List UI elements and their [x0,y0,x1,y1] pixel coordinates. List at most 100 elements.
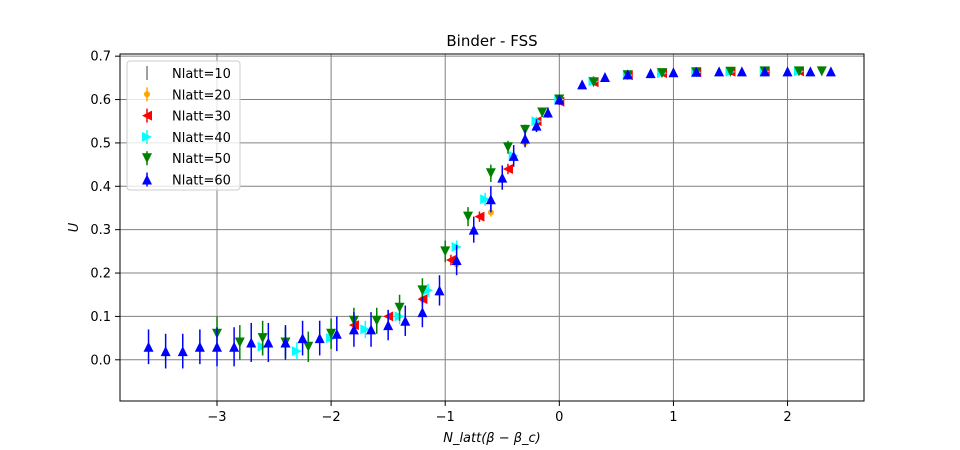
data-point [485,168,496,179]
data-point [451,255,462,266]
legend-item: Nlatt=10 [146,66,231,82]
data-point [599,71,610,82]
legend: Nlatt=10 Nlatt=20 Nlatt=30 Nlatt=40 Nlatt=50… [126,60,241,191]
data-point [434,285,445,296]
data-point [297,333,308,344]
legend-item: Nlatt=40 [142,129,231,146]
data-point [326,328,337,339]
legend-marker [142,174,152,185]
legend-item: Nlatt=50 [142,151,231,167]
data-point [622,69,633,80]
data-point [143,341,154,352]
data-point [577,79,588,90]
y-axis-label: U [67,222,82,232]
x-tick-label: 2 [783,410,791,425]
data-point [497,172,508,183]
legend-item: Nlatt=60 [142,172,231,189]
chart-title: Binder - FSS [446,32,537,50]
data-point [303,341,314,352]
series-nlatt-60 [143,66,836,369]
data-point [371,315,382,326]
data-point [383,320,394,331]
data-point [657,68,668,79]
legend-label: Nlatt=20 [172,88,231,103]
data-point [177,346,188,357]
legend-label: Nlatt=30 [172,110,231,125]
legend-box [126,60,241,191]
data-point [485,194,496,205]
data-point [291,346,302,357]
data-point [480,194,491,205]
data-point [394,302,405,313]
legend-label: Nlatt=60 [172,174,231,189]
y-tick-label: 0.1 [90,310,111,325]
x-tick-label: −3 [207,410,226,425]
plot-frame [119,53,865,402]
data-point [502,163,513,174]
x-tick-label: 1 [669,410,677,425]
legend-item: Nlatt=30 [142,108,231,125]
data-point [782,66,793,77]
data-point [508,150,519,161]
y-tick-label: 0.2 [90,267,111,282]
y-tick-label: 0.7 [90,50,111,65]
legend-label: Nlatt=10 [172,67,231,82]
data-point [645,68,656,79]
data-point [542,107,553,118]
data-point [257,333,268,344]
data-point [463,211,474,222]
data-point [691,66,702,77]
data-point [348,324,359,335]
y-tick-label: 0.5 [90,136,111,151]
data-point [520,133,531,144]
data-point [360,324,371,335]
legend-marker [144,91,150,98]
data-point [474,211,485,222]
ticks: −3 −2 −1 0 1 2 0.0 0.1 0.2 0.3 0.4 0.5 0.6 0.7 [90,50,791,425]
x-tick-label: 0 [555,410,563,425]
data-point [263,337,274,348]
data-point [714,66,725,77]
data-point [537,107,548,118]
data-point [502,142,513,153]
legend-label: Nlatt=50 [172,152,231,167]
y-tick-label: 0.4 [90,180,111,195]
data-point [366,324,377,335]
x-tick-label: −1 [436,410,455,425]
data-point [736,66,747,77]
legend-label: Nlatt=40 [172,131,231,146]
data-point [825,66,836,77]
data-point [531,120,542,131]
data-point [725,66,736,77]
legend-marker [142,153,152,164]
data-point [400,315,411,326]
data-point [417,307,428,318]
series-nlatt-30 [348,66,804,332]
data-point [229,341,240,352]
data-point [554,94,565,105]
x-axis-label: N_latt(β − β_c) [443,431,541,446]
legend-item: Nlatt=20 [144,87,231,103]
data-point [668,67,679,78]
series-nlatt-40 [257,66,804,360]
series-layer [143,66,836,369]
data-point [759,66,770,77]
y-tick-label: 0.0 [90,353,111,368]
data-point [160,346,171,357]
data-point [246,337,257,348]
data-point [417,285,428,296]
series-nlatt-50 [211,66,827,362]
data-point [234,337,245,348]
data-point [331,328,342,339]
y-tick-label: 0.3 [90,223,111,238]
y-tick-label: 0.6 [90,93,111,108]
data-point [816,66,827,77]
data-point [314,333,325,344]
data-point [468,224,479,235]
data-point [211,341,222,352]
legend-marker [142,131,152,142]
data-point [194,341,205,352]
data-point [588,77,599,88]
x-tick-label: −2 [322,410,341,425]
